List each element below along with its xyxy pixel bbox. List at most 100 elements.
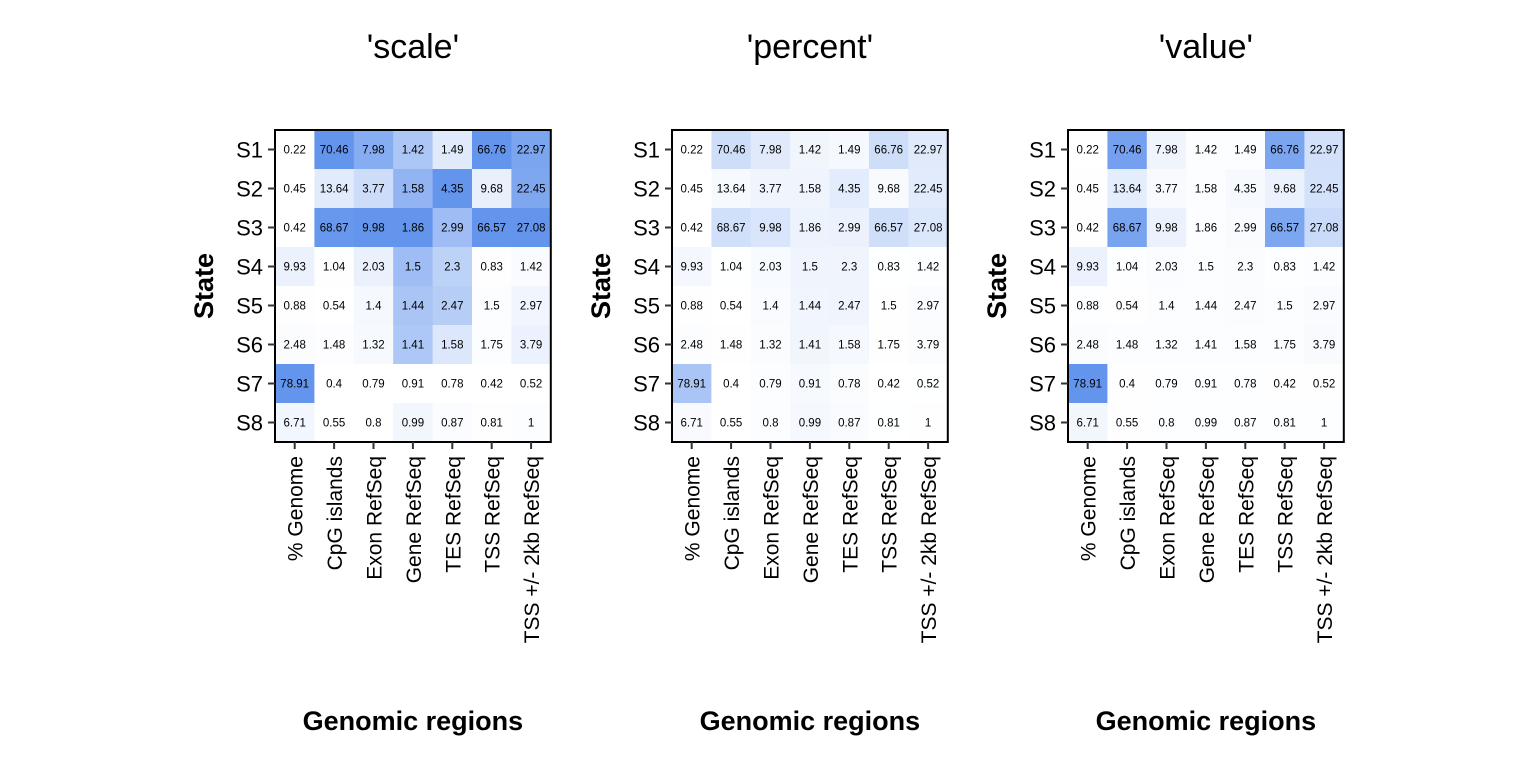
heatmap-cell	[1146, 247, 1187, 287]
cell-value-label: 9.68	[878, 184, 900, 196]
heatmap-cell	[1265, 169, 1305, 209]
y-axis-title: State	[586, 253, 616, 319]
cell-value-label: 1.42	[1195, 145, 1217, 157]
cell-value-label: 68.67	[1113, 223, 1142, 235]
y-tick-label: S5	[236, 294, 263, 319]
heatmap-cell	[1146, 130, 1187, 170]
heatmap-cell	[711, 364, 752, 404]
heatmap-cell	[432, 169, 473, 209]
x-tick-label: % Genome	[682, 456, 705, 561]
heatmap-cell	[829, 208, 870, 248]
heatmap-cell	[790, 286, 830, 326]
heatmap-cell	[275, 364, 315, 404]
cell-value-label: 27.08	[1310, 223, 1339, 235]
heatmap-cell	[869, 403, 909, 443]
y-tick-label: S4	[1029, 255, 1056, 280]
heatmap-cell	[1107, 208, 1148, 248]
cell-value-label: 0.22	[681, 145, 703, 157]
cell-value-label: 1.42	[402, 145, 424, 157]
y-tick-label: S1	[633, 138, 660, 163]
cell-value-label: 0.91	[402, 379, 424, 391]
x-axis-title: Genomic regions	[1096, 706, 1317, 736]
y-tick-label: S7	[633, 372, 660, 397]
heatmap-cell	[1186, 325, 1226, 365]
heatmap-cell	[1186, 247, 1226, 287]
heatmap-cell	[672, 403, 712, 443]
x-tick-label: Gene RefSeq	[800, 456, 823, 583]
heatmap-cell	[1304, 130, 1345, 170]
cell-value-label: 9.98	[362, 223, 384, 235]
heatmap-cell	[1068, 325, 1108, 365]
cell-value-label: 1.75	[1274, 340, 1296, 352]
heatmap-cell	[1146, 325, 1187, 365]
cell-value-label: 22.45	[517, 184, 546, 196]
cell-value-label: 1.86	[799, 223, 821, 235]
cell-value-label: 3.79	[917, 340, 939, 352]
heatmap-cell	[1304, 286, 1345, 326]
heatmap-cell	[432, 364, 473, 404]
cell-value-label: 1	[1321, 418, 1327, 430]
heatmap-cell	[711, 325, 752, 365]
cell-value-label: 0.87	[838, 418, 860, 430]
cell-value-label: 7.98	[362, 145, 384, 157]
heatmap-cell	[1225, 325, 1266, 365]
cell-value-label: 1.48	[720, 340, 742, 352]
cell-value-label: 1.58	[402, 184, 424, 196]
y-tick-label: S5	[1029, 294, 1056, 319]
heatmap-cell	[1225, 169, 1266, 209]
heatmap-cell	[1225, 247, 1266, 287]
heatmap-cell	[472, 169, 512, 209]
heatmap-cell	[1107, 247, 1148, 287]
heatmap-cell	[750, 403, 791, 443]
cell-value-label: 2.99	[441, 223, 463, 235]
heatmap-cell	[472, 247, 512, 287]
y-tick-label: S6	[1029, 333, 1056, 358]
cell-value-label: 1.58	[799, 184, 821, 196]
x-tick-label: TSS RefSeq	[879, 456, 902, 573]
y-tick-label: S7	[236, 372, 263, 397]
heatmap-cell	[1265, 208, 1305, 248]
cell-value-label: 3.79	[520, 340, 542, 352]
heatmap-cell	[790, 364, 830, 404]
heatmap-cell	[1146, 403, 1187, 443]
y-tick-label: S4	[633, 255, 660, 280]
cell-value-label: 3.77	[1155, 184, 1177, 196]
cell-value-label: 0.4	[326, 379, 343, 391]
heatmap-cell	[275, 286, 315, 326]
heatmap-cell	[314, 364, 355, 404]
heatmap-cell	[750, 169, 791, 209]
y-tick-label: S1	[236, 138, 263, 163]
heatmap-cell	[353, 325, 394, 365]
cell-value-label: 1.86	[402, 223, 424, 235]
y-tick-label: S1	[1029, 138, 1056, 163]
heatmap-cell	[1304, 169, 1345, 209]
heatmap-cell	[353, 403, 394, 443]
heatmap-cell	[672, 286, 712, 326]
cell-value-label: 9.68	[481, 184, 503, 196]
heatmap-cell	[869, 364, 909, 404]
y-tick-label: S3	[236, 216, 263, 241]
cell-value-label: 1.42	[799, 145, 821, 157]
heatmap-cell	[908, 247, 949, 287]
cell-value-label: 1.5	[405, 262, 421, 274]
cell-value-label: 0.88	[681, 301, 703, 313]
heatmap-cell	[472, 403, 512, 443]
cell-value-label: 1.49	[441, 145, 463, 157]
cell-value-label: 78.91	[280, 379, 309, 391]
heatmap-cell	[711, 403, 752, 443]
cell-value-label: 2.3	[1237, 262, 1253, 274]
cell-value-label: 1.42	[917, 262, 939, 274]
heatmap-cell	[432, 130, 473, 170]
heatmap-cell	[314, 403, 355, 443]
heatmap-cell	[908, 286, 949, 326]
heatmap-cell	[511, 364, 552, 404]
cell-value-label: 0.54	[1116, 301, 1139, 313]
cell-value-label: 0.45	[1077, 184, 1099, 196]
heatmap-cell	[511, 169, 552, 209]
cell-value-label: 0.22	[284, 145, 306, 157]
cell-value-label: 13.64	[1113, 184, 1142, 196]
cell-value-label: 2.99	[1234, 223, 1256, 235]
heatmap-cell	[511, 286, 552, 326]
cell-value-label: 0.4	[723, 379, 740, 391]
